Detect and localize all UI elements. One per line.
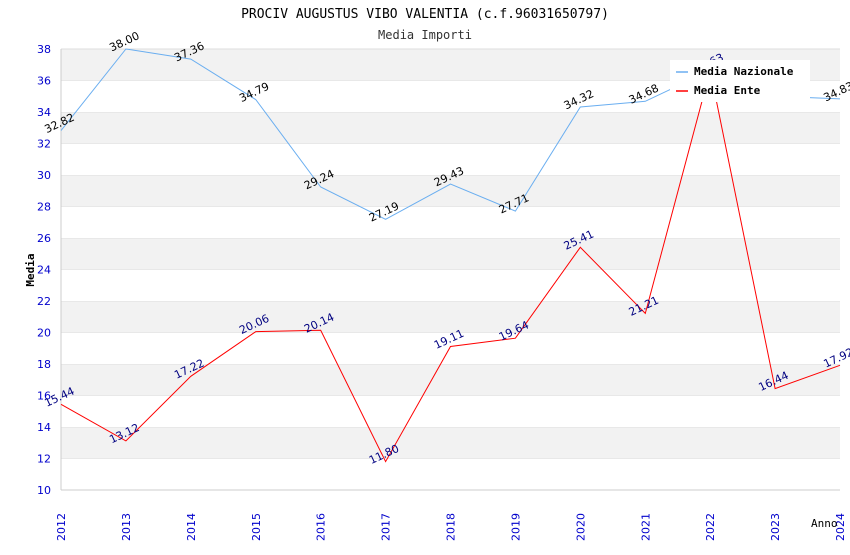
legend-label-media-nazionale: Media Nazionale bbox=[694, 65, 794, 78]
y-tick-label: 22 bbox=[37, 295, 51, 308]
x-axis-title: Anno bbox=[811, 517, 838, 530]
x-tick-label: 2018 bbox=[445, 513, 458, 541]
x-tick-label: 2019 bbox=[509, 513, 522, 541]
y-tick-label: 10 bbox=[37, 484, 51, 497]
legend-box bbox=[670, 60, 810, 102]
chart-subtitle: Media Importi bbox=[378, 28, 472, 42]
grid-band bbox=[61, 364, 840, 396]
x-tick-label: 2016 bbox=[315, 513, 328, 541]
grid-band bbox=[61, 395, 840, 427]
x-tick-label: 2014 bbox=[185, 513, 198, 541]
x-tick-label: 2020 bbox=[574, 513, 587, 541]
y-tick-label: 20 bbox=[37, 327, 51, 340]
y-tick-label: 18 bbox=[37, 358, 51, 371]
y-tick-label: 16 bbox=[37, 390, 51, 403]
x-tick-label: 2015 bbox=[250, 513, 263, 541]
y-tick-label: 24 bbox=[37, 264, 51, 277]
x-tick-label: 2017 bbox=[380, 513, 393, 541]
x-tick-label: 2023 bbox=[769, 513, 782, 541]
x-tick-label: 2021 bbox=[639, 513, 652, 541]
legend: Media Nazionale Media Ente bbox=[670, 60, 810, 102]
grid-band bbox=[61, 206, 840, 238]
grid-band bbox=[61, 332, 840, 364]
x-tick-label: 2022 bbox=[704, 513, 717, 541]
y-tick-label: 34 bbox=[37, 106, 51, 119]
legend-label-media-ente: Media Ente bbox=[694, 84, 761, 97]
x-tick-label: 2013 bbox=[120, 513, 133, 541]
y-axis-title: Media bbox=[24, 253, 37, 286]
y-tick-label: 12 bbox=[37, 453, 51, 466]
grid-band bbox=[61, 301, 840, 333]
grid-band bbox=[61, 175, 840, 207]
grid-band bbox=[61, 458, 840, 490]
grid-band bbox=[61, 427, 840, 459]
axes bbox=[60, 49, 840, 491]
y-tick-label: 36 bbox=[37, 75, 51, 88]
y-tick-label: 30 bbox=[37, 169, 51, 182]
y-tick-label: 28 bbox=[37, 201, 51, 214]
y-tick-label: 38 bbox=[37, 43, 51, 56]
grid-bands bbox=[61, 48, 840, 490]
grid-band bbox=[61, 238, 840, 270]
grid-band bbox=[61, 112, 840, 144]
grid-band bbox=[61, 143, 840, 175]
y-tick-label: 14 bbox=[37, 421, 51, 434]
grid-band bbox=[61, 269, 840, 301]
x-tick-label: 2024 bbox=[834, 513, 847, 541]
y-tick-label: 32 bbox=[37, 138, 51, 151]
x-tick-label: 2012 bbox=[55, 513, 68, 541]
chart-title: PROCIV AUGUSTUS VIBO VALENTIA (c.f.96031… bbox=[241, 7, 609, 22]
y-tick-label: 26 bbox=[37, 232, 51, 245]
